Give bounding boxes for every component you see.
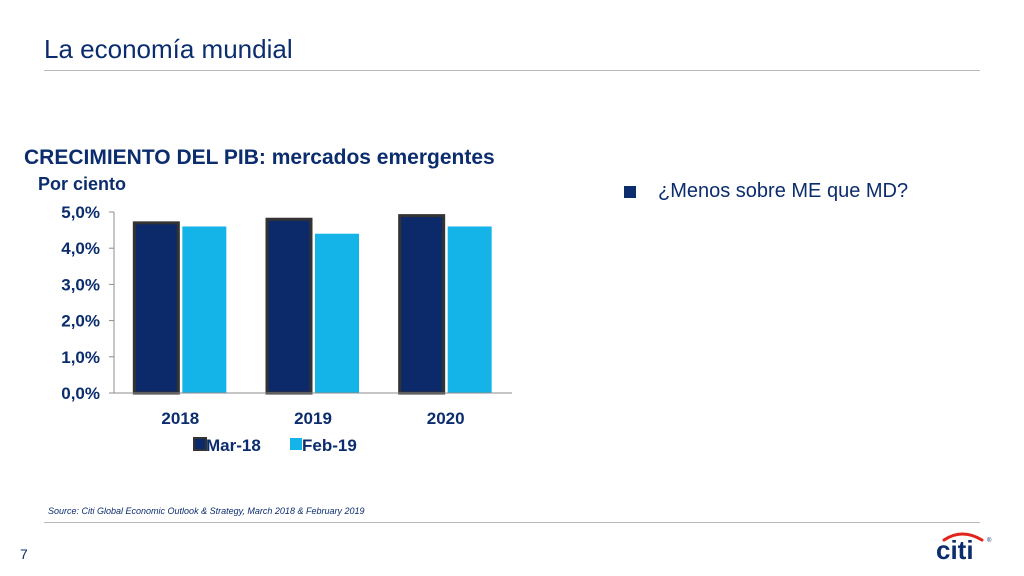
svg-text:®: ® — [987, 537, 992, 544]
bar-mar-18-2018 — [132, 221, 180, 395]
x-tick-label: 2020 — [427, 409, 465, 428]
legend-label-mar-18: Mar-18 — [206, 436, 261, 455]
bullet-text: ¿Menos sobre ME que MD? — [658, 180, 909, 202]
slide-title: La economía mundial — [44, 34, 293, 64]
title-divider — [44, 70, 980, 71]
bar-feb-19-2019 — [315, 233, 359, 393]
chart-subtitle: Por ciento — [38, 174, 127, 194]
legend-swatch-feb-19 — [290, 438, 302, 450]
bullet-point: ¿Menos sobre ME que MD? — [624, 180, 908, 203]
y-tick-label: 3,0% — [61, 275, 100, 294]
chart-title: CRECIMIENTO DEL PIB: mercados emergentes — [24, 146, 495, 169]
gdp-bar-chart: 0,0% 1,0% 2,0% 3,0% 4,0% 5,0% 2018 2019 2020 Mar-… — [61, 203, 512, 455]
footer-divider — [44, 522, 980, 523]
citi-logo: citi ® — [936, 532, 992, 562]
bar-mar-18-2019 — [265, 217, 313, 395]
legend-swatch-mar-18 — [193, 437, 207, 451]
page-number: 7 — [20, 546, 28, 562]
bullet-square-icon — [624, 185, 636, 198]
y-tick-label: 2,0% — [61, 312, 100, 331]
legend-label-feb-19: Feb-19 — [302, 436, 357, 455]
bar-feb-19-2018 — [182, 226, 227, 393]
x-tick-label: 2018 — [161, 409, 199, 428]
bar-mar-18-2020 — [398, 214, 446, 395]
source-note: Source: Citi Global Economic Outlook & S… — [48, 506, 365, 516]
y-tick-label: 4,0% — [61, 239, 100, 258]
x-tick-label: 2019 — [294, 409, 332, 428]
bar-feb-19-2020 — [447, 226, 492, 393]
y-tick-label: 5,0% — [61, 203, 100, 222]
y-tick-label: 0,0% — [61, 384, 100, 403]
svg-text:citi: citi — [936, 535, 974, 562]
y-tick-label: 1,0% — [61, 348, 100, 367]
